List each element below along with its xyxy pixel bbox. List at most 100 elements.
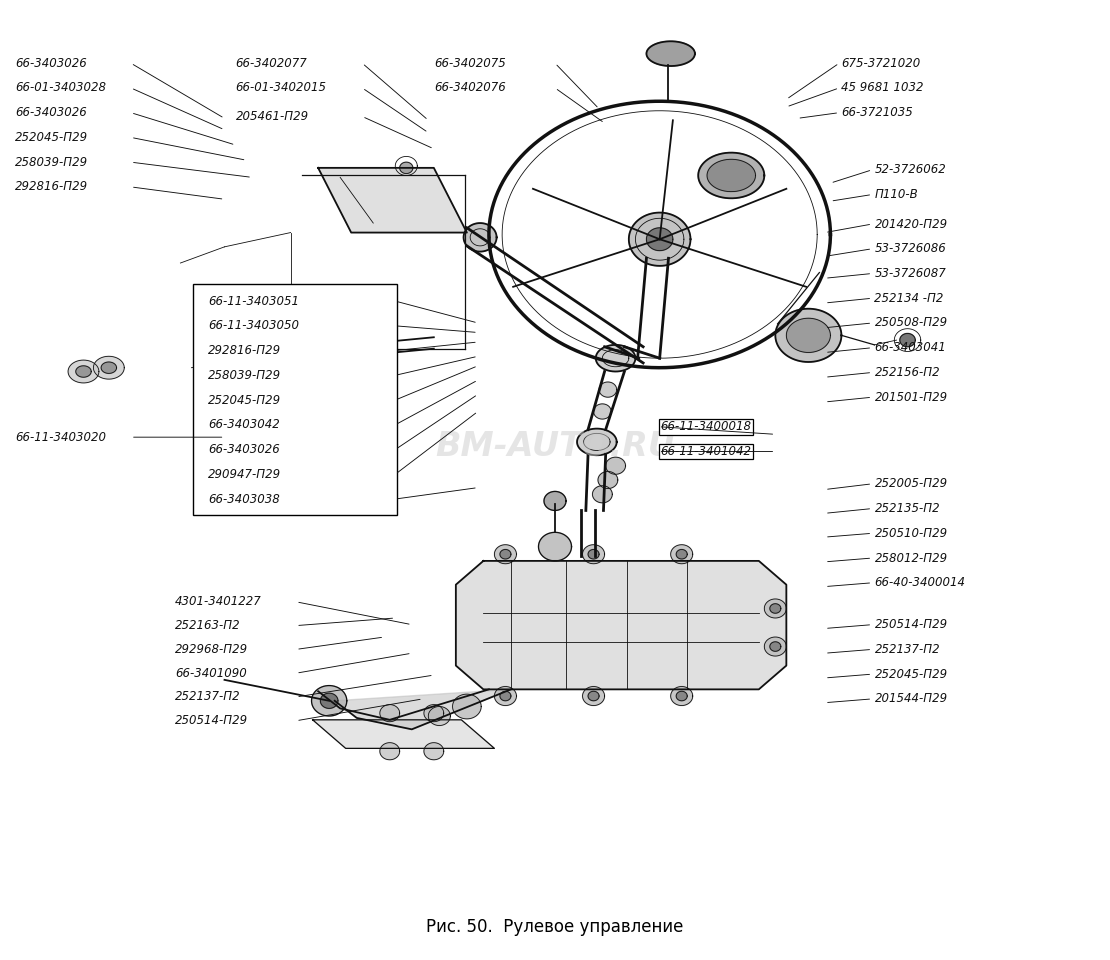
Polygon shape [599, 382, 617, 397]
Text: 66-11-3403051: 66-11-3403051 [208, 295, 299, 307]
Text: 66-3401090: 66-3401090 [175, 666, 246, 680]
Text: 252137-П2: 252137-П2 [175, 690, 241, 704]
Polygon shape [200, 358, 222, 377]
Polygon shape [500, 691, 511, 701]
Polygon shape [776, 309, 841, 362]
Polygon shape [494, 686, 516, 706]
Polygon shape [606, 457, 626, 474]
Text: 66-3402076: 66-3402076 [434, 82, 505, 94]
Polygon shape [319, 168, 467, 232]
Text: 66-3403042: 66-3403042 [208, 419, 280, 431]
Text: 252045-П29: 252045-П29 [16, 131, 89, 144]
Text: П110-В: П110-В [875, 188, 918, 201]
Text: 292816-П29: 292816-П29 [208, 344, 281, 357]
Text: 258039-П29: 258039-П29 [208, 369, 281, 382]
Text: Рис. 50.  Рулевое управление: Рис. 50. Рулевое управление [426, 919, 684, 936]
Text: 66-11-3401042: 66-11-3401042 [660, 444, 751, 458]
Polygon shape [544, 492, 566, 511]
Polygon shape [900, 333, 916, 347]
Text: 66-11-3403050: 66-11-3403050 [208, 320, 299, 332]
Polygon shape [500, 549, 511, 559]
Polygon shape [670, 686, 693, 706]
Polygon shape [424, 743, 444, 759]
Text: 258039-П29: 258039-П29 [16, 156, 89, 169]
Polygon shape [75, 366, 91, 377]
Polygon shape [424, 705, 444, 722]
Text: 258012-П29: 258012-П29 [875, 552, 948, 564]
Polygon shape [235, 359, 246, 369]
Polygon shape [291, 347, 313, 366]
Polygon shape [765, 637, 786, 656]
Text: 252005-П29: 252005-П29 [875, 477, 948, 491]
Text: 66-01-3402015: 66-01-3402015 [235, 82, 326, 94]
Polygon shape [786, 318, 830, 352]
Polygon shape [68, 360, 99, 383]
Text: 252163-П2: 252163-П2 [175, 619, 241, 632]
Polygon shape [428, 707, 451, 726]
Text: 252134 -П2: 252134 -П2 [875, 292, 944, 304]
Text: 252137-П2: 252137-П2 [875, 643, 940, 656]
Polygon shape [456, 561, 786, 689]
Text: 250510-П29: 250510-П29 [875, 527, 948, 540]
Polygon shape [594, 404, 612, 420]
Polygon shape [588, 691, 599, 701]
Text: 205461-П29: 205461-П29 [235, 110, 309, 123]
Text: 66-3403026: 66-3403026 [16, 107, 87, 119]
Text: 250514-П29: 250514-П29 [875, 618, 948, 631]
Polygon shape [588, 549, 599, 559]
Polygon shape [380, 705, 400, 722]
Polygon shape [101, 362, 117, 373]
Text: 66-40-3400014: 66-40-3400014 [875, 576, 966, 589]
Text: 201420-П29: 201420-П29 [875, 218, 948, 230]
Text: 66-3403026: 66-3403026 [208, 444, 280, 456]
Polygon shape [596, 345, 635, 372]
Text: 66-01-3403028: 66-01-3403028 [16, 82, 107, 94]
Text: 292968-П29: 292968-П29 [175, 643, 248, 656]
Text: 66-11-3403020: 66-11-3403020 [16, 431, 107, 444]
Polygon shape [583, 686, 605, 706]
Text: 66-11-3400018: 66-11-3400018 [660, 420, 751, 433]
Polygon shape [260, 350, 282, 370]
Polygon shape [646, 41, 695, 66]
Text: 66-3721035: 66-3721035 [841, 107, 914, 119]
Polygon shape [265, 355, 276, 365]
Text: 292816-П29: 292816-П29 [16, 180, 89, 193]
Text: 45 9681 1032: 45 9681 1032 [841, 82, 924, 94]
Text: 675-3721020: 675-3721020 [841, 57, 920, 70]
Polygon shape [698, 153, 765, 199]
Polygon shape [335, 689, 511, 730]
Text: 52-3726062: 52-3726062 [875, 163, 946, 177]
Polygon shape [380, 743, 400, 759]
Text: 250514-П29: 250514-П29 [175, 714, 248, 728]
Polygon shape [628, 212, 690, 266]
Polygon shape [93, 356, 124, 379]
Text: 252045-П29: 252045-П29 [875, 667, 948, 681]
Polygon shape [494, 544, 516, 564]
Polygon shape [400, 162, 413, 174]
Polygon shape [770, 604, 780, 613]
Text: 252135-П2: 252135-П2 [875, 502, 940, 516]
Polygon shape [538, 533, 572, 561]
Polygon shape [593, 486, 613, 503]
Text: 66-3403026: 66-3403026 [16, 57, 87, 70]
Polygon shape [670, 544, 693, 564]
Polygon shape [230, 354, 252, 373]
Polygon shape [296, 351, 307, 361]
Polygon shape [453, 694, 482, 719]
Polygon shape [770, 642, 780, 651]
Text: 66-3402075: 66-3402075 [434, 57, 505, 70]
Polygon shape [464, 223, 496, 252]
Polygon shape [321, 693, 337, 708]
Text: 66-3403038: 66-3403038 [208, 492, 280, 506]
Polygon shape [312, 685, 346, 716]
Polygon shape [765, 599, 786, 618]
Text: 4301-3401227: 4301-3401227 [175, 595, 262, 609]
Polygon shape [577, 428, 617, 455]
Polygon shape [598, 471, 618, 489]
Polygon shape [205, 363, 216, 372]
Text: BM-AUTO.RU: BM-AUTO.RU [435, 430, 675, 463]
Polygon shape [313, 720, 494, 749]
Text: 66-3403041: 66-3403041 [875, 341, 946, 354]
Text: 290947-П29: 290947-П29 [208, 468, 281, 481]
Text: 201544-П29: 201544-П29 [875, 692, 948, 706]
